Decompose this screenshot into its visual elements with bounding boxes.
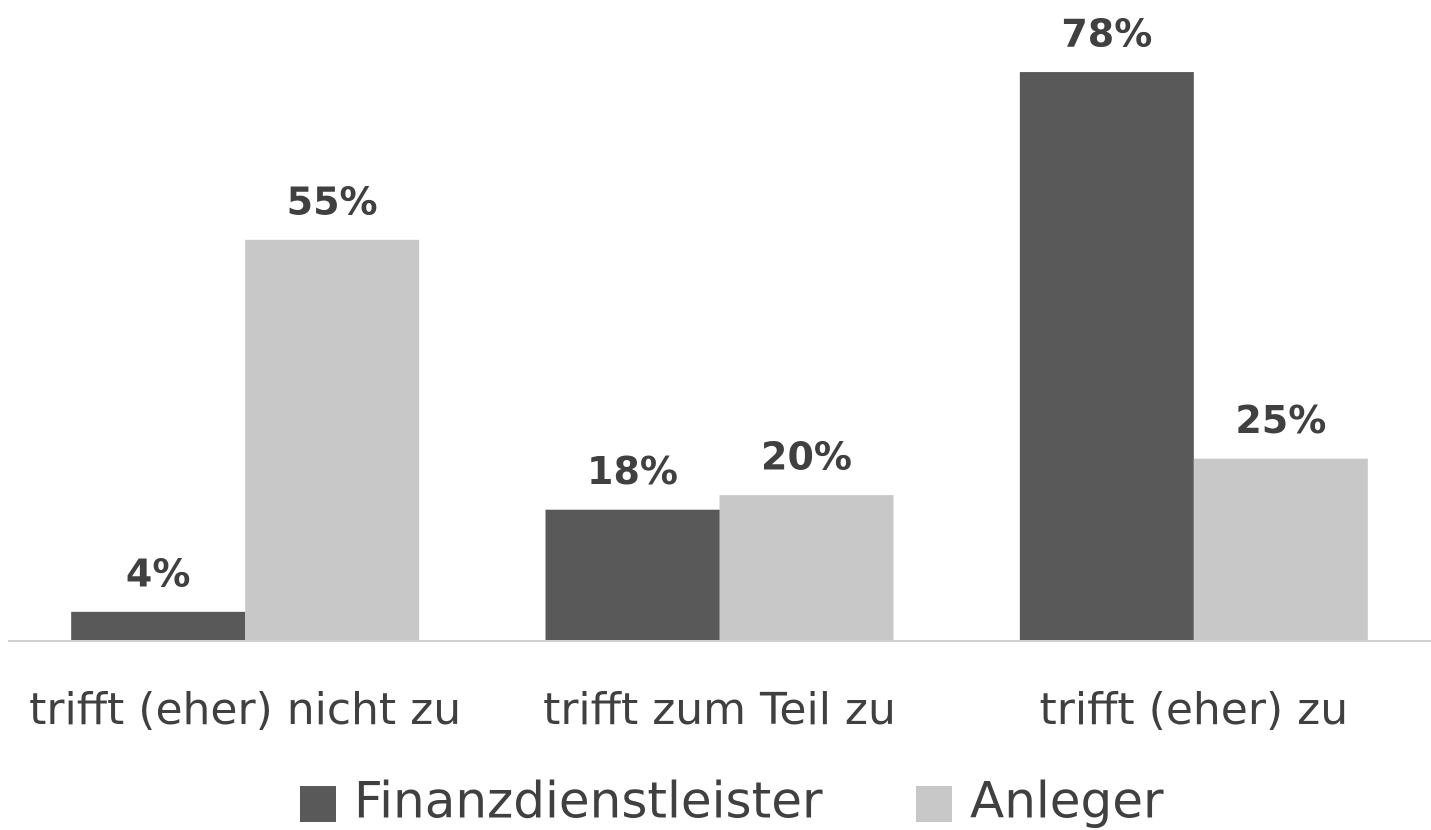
legend-swatch: [300, 786, 336, 822]
x-tick-label: trifft zum Teil zu: [543, 684, 896, 735]
data-label: 25%: [1235, 398, 1326, 442]
data-label: 4%: [126, 551, 191, 595]
data-label: 78%: [1061, 12, 1152, 56]
bar: [1193, 458, 1368, 641]
data-label: 20%: [761, 435, 852, 479]
legend-swatch: [916, 786, 952, 822]
x-tick-label: trifft (eher) nicht zu: [29, 684, 461, 735]
bar: [71, 611, 246, 641]
x-tick-label: trifft (eher) zu: [1040, 684, 1349, 735]
bar: [545, 509, 720, 641]
legend-label: Anleger: [970, 772, 1164, 830]
bar: [245, 239, 420, 641]
bar: [719, 495, 894, 641]
bar: [1019, 72, 1194, 641]
data-label: 18%: [587, 449, 678, 493]
legend-label: Finanzdienstleister: [354, 772, 823, 830]
data-label: 55%: [287, 179, 378, 223]
